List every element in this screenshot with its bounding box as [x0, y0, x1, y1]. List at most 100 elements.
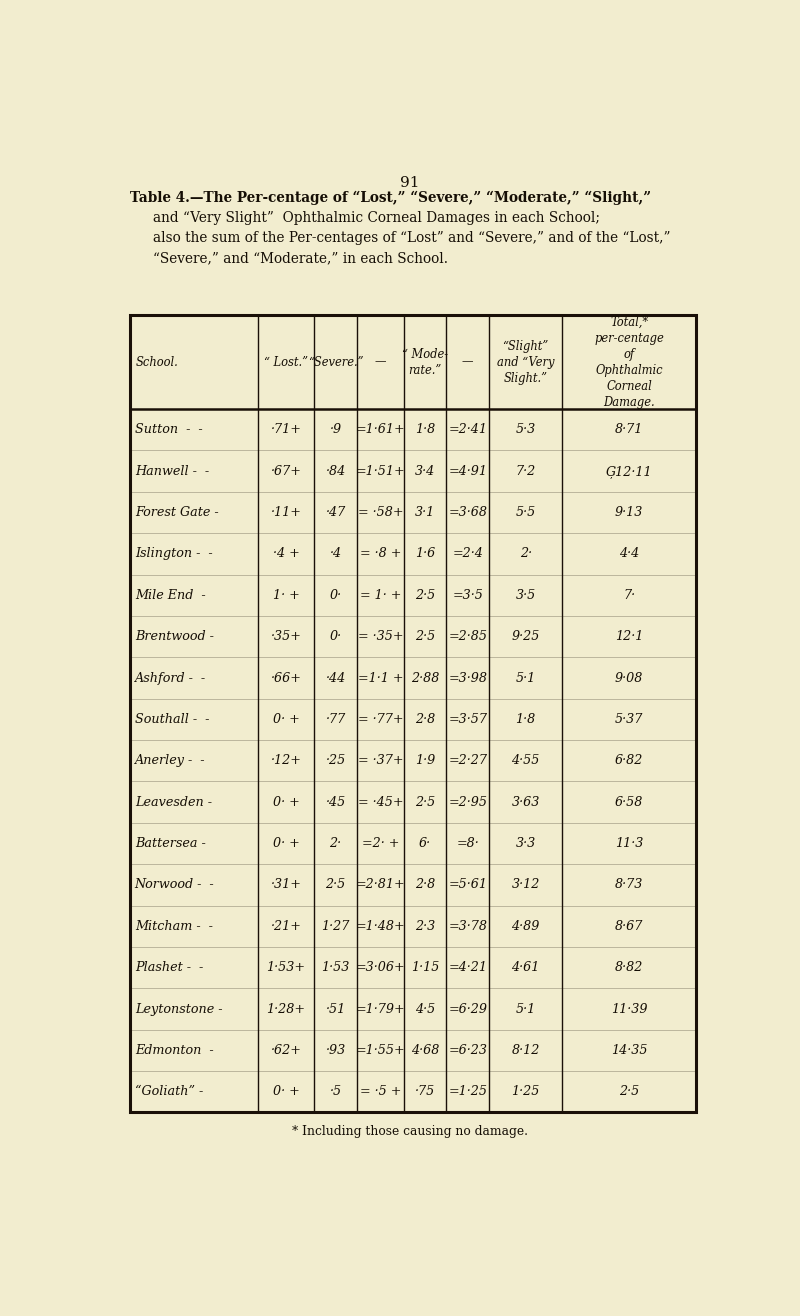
Text: =3·57: =3·57 [448, 713, 487, 726]
Text: 0· +: 0· + [273, 1086, 299, 1099]
Text: —: — [462, 355, 474, 368]
Text: 4·55: 4·55 [511, 754, 540, 767]
Text: =1·1 +: =1·1 + [358, 671, 403, 684]
Text: =6·23: =6·23 [448, 1044, 487, 1057]
Text: Total,*
per-centage
of
Ophthalmic
Corneal
Damage.: Total,* per-centage of Ophthalmic Cornea… [594, 316, 664, 408]
Text: =4·91: =4·91 [448, 465, 487, 478]
Text: 6·: 6· [419, 837, 431, 850]
Text: “Severe,” and “Moderate,” in each School.: “Severe,” and “Moderate,” in each School… [153, 251, 448, 265]
Text: ·75: ·75 [414, 1086, 435, 1099]
Text: 8·12: 8·12 [511, 1044, 540, 1057]
Text: ·84: ·84 [326, 465, 346, 478]
Text: 9·08: 9·08 [615, 671, 643, 684]
Text: =1·55+: =1·55+ [356, 1044, 406, 1057]
Text: 8·82: 8·82 [615, 961, 643, 974]
Text: Southall -  -: Southall - - [134, 713, 209, 726]
Text: 2·5: 2·5 [414, 630, 435, 644]
Text: 4·61: 4·61 [511, 961, 540, 974]
Text: Norwood -  -: Norwood - - [134, 878, 214, 891]
Text: ·31+: ·31+ [270, 878, 302, 891]
Text: Table 4.—The Per-centage of “Lost,” “Severe,” “Moderate,” “Slight,”: Table 4.—The Per-centage of “Lost,” “Sev… [130, 191, 651, 204]
Text: Battersea -: Battersea - [134, 837, 206, 850]
Text: =2·41: =2·41 [448, 424, 487, 437]
Text: Islington -  -: Islington - - [134, 547, 212, 561]
Text: ·66+: ·66+ [270, 671, 302, 684]
Text: 1· +: 1· + [273, 588, 299, 601]
Text: Hanwell -  -: Hanwell - - [134, 465, 209, 478]
Text: Sutton  -  -: Sutton - - [134, 424, 202, 437]
Text: 91: 91 [400, 176, 420, 190]
Text: = ·8 +: = ·8 + [360, 547, 402, 561]
Text: 1·28+: 1·28+ [266, 1003, 306, 1016]
Text: 2·: 2· [519, 547, 532, 561]
Text: ·12+: ·12+ [270, 754, 302, 767]
Text: 5·1: 5·1 [515, 1003, 536, 1016]
Text: =2·81+: =2·81+ [356, 878, 406, 891]
Text: 2·88: 2·88 [410, 671, 439, 684]
Text: =3·78: =3·78 [448, 920, 487, 933]
Text: ·9: ·9 [330, 424, 342, 437]
Text: =1·48+: =1·48+ [356, 920, 406, 933]
Text: Mile End  -: Mile End - [134, 588, 206, 601]
Text: 9·25: 9·25 [511, 630, 540, 644]
Text: “Slight”
and “Very
Slight.”: “Slight” and “Very Slight.” [497, 340, 554, 384]
Text: Brentwood -: Brentwood - [134, 630, 214, 644]
Text: 8·71: 8·71 [615, 424, 643, 437]
Text: 2·3: 2·3 [414, 920, 435, 933]
Text: =2·27: =2·27 [448, 754, 487, 767]
Text: =1·61+: =1·61+ [356, 424, 406, 437]
Text: 2·5: 2·5 [326, 878, 346, 891]
Text: 2·5: 2·5 [414, 796, 435, 808]
Text: 11·39: 11·39 [611, 1003, 647, 1016]
Text: also the sum of the Per-centages of “Lost” and “Severe,” and of the “Lost,”: also the sum of the Per-centages of “Los… [153, 230, 670, 245]
Text: =3·06+: =3·06+ [356, 961, 406, 974]
Text: 6·82: 6·82 [615, 754, 643, 767]
Text: = ·37+: = ·37+ [358, 754, 403, 767]
Text: ·21+: ·21+ [270, 920, 302, 933]
Text: =2·95: =2·95 [448, 796, 487, 808]
Text: ·44: ·44 [326, 671, 346, 684]
Text: 5·37: 5·37 [615, 713, 643, 726]
Text: 5·5: 5·5 [515, 507, 536, 519]
Text: =3·98: =3·98 [448, 671, 487, 684]
Text: =1·51+: =1·51+ [356, 465, 406, 478]
Text: “Severe.”: “Severe.” [308, 355, 363, 368]
Text: 4·68: 4·68 [410, 1044, 439, 1057]
Text: Forest Gate -: Forest Gate - [134, 507, 218, 519]
Text: ·62+: ·62+ [270, 1044, 302, 1057]
Text: =3·5: =3·5 [452, 588, 483, 601]
Text: Edmonton  -: Edmonton - [134, 1044, 214, 1057]
Text: Plashet -  -: Plashet - - [134, 961, 203, 974]
Text: ·25: ·25 [326, 754, 346, 767]
Text: ·51: ·51 [326, 1003, 346, 1016]
Text: 6·58: 6·58 [615, 796, 643, 808]
Text: 14·35: 14·35 [611, 1044, 647, 1057]
Text: =2· +: =2· + [362, 837, 399, 850]
Text: =1·25: =1·25 [448, 1086, 487, 1099]
Text: 0·: 0· [330, 588, 342, 601]
Text: ·35+: ·35+ [270, 630, 302, 644]
Text: Anerley -  -: Anerley - - [134, 754, 206, 767]
Text: 4·89: 4·89 [511, 920, 540, 933]
Text: 9·13: 9·13 [615, 507, 643, 519]
Text: 2·5: 2·5 [619, 1086, 639, 1099]
Text: School.: School. [136, 355, 178, 368]
Text: = ·77+: = ·77+ [358, 713, 403, 726]
Text: “Goliath” -: “Goliath” - [134, 1086, 203, 1099]
Text: ·77: ·77 [326, 713, 346, 726]
Text: 1·53+: 1·53+ [266, 961, 306, 974]
Text: =8·: =8· [456, 837, 479, 850]
Text: 1·9: 1·9 [414, 754, 435, 767]
Text: ·11+: ·11+ [270, 507, 302, 519]
Text: Leavesden -: Leavesden - [134, 796, 212, 808]
Text: 0·: 0· [330, 630, 342, 644]
Text: 3·63: 3·63 [511, 796, 540, 808]
Text: = ·58+: = ·58+ [358, 507, 403, 519]
Text: 3·3: 3·3 [515, 837, 536, 850]
Text: ·5: ·5 [330, 1086, 342, 1099]
Text: 7·: 7· [623, 588, 635, 601]
Text: “ Mode-
rate.”: “ Mode- rate.” [402, 347, 448, 376]
Text: =4·21: =4·21 [448, 961, 487, 974]
Text: and “Very Slight”  Ophthalmic Corneal Damages in each School;: and “Very Slight” Ophthalmic Corneal Dam… [153, 211, 600, 225]
Text: =2·85: =2·85 [448, 630, 487, 644]
